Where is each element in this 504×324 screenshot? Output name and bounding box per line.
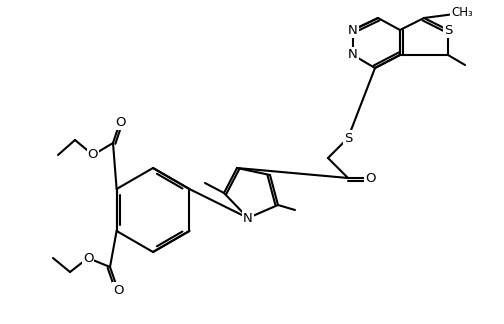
Text: S: S — [344, 132, 352, 145]
Text: O: O — [115, 115, 125, 129]
Text: N: N — [348, 49, 358, 62]
Text: N: N — [243, 212, 253, 225]
Text: CH₃: CH₃ — [451, 6, 473, 19]
Text: S: S — [444, 24, 452, 37]
Text: O: O — [113, 284, 123, 296]
Text: O: O — [83, 251, 93, 264]
Text: N: N — [348, 24, 358, 37]
Text: O: O — [88, 148, 98, 161]
Text: O: O — [365, 171, 375, 184]
